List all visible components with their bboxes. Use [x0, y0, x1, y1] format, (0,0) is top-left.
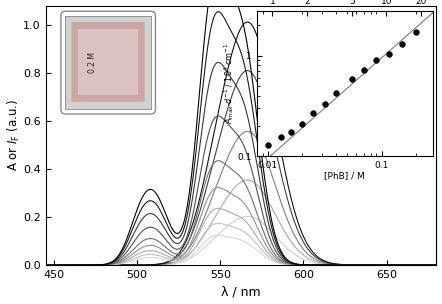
X-axis label: λ / nm: λ / nm [221, 285, 261, 299]
Y-axis label: A or $I_{\rm F}$ (a.u.): A or $I_{\rm F}$ (a.u.) [6, 99, 22, 171]
